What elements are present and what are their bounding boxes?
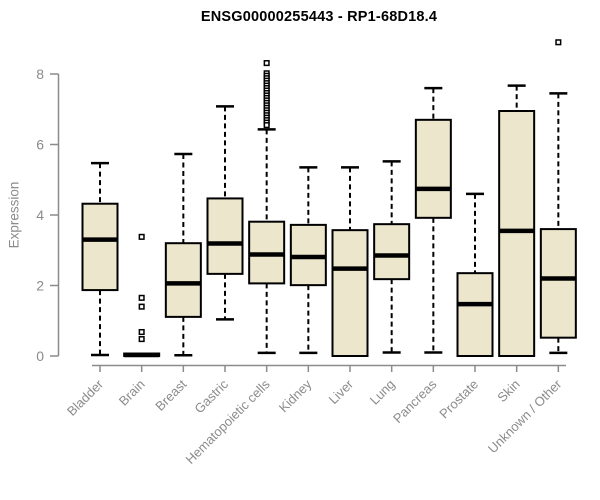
y-axis: 0 2 4 6 8 [36,66,60,364]
box-breast [164,152,202,357]
outlier-point [138,303,145,310]
outlier-point [555,39,562,46]
x-tick-label-brain: Brain [116,377,148,409]
y-axis-label: Expression [6,181,22,249]
box-prostate [456,192,494,358]
x-tick-label-breast: Breast [152,376,189,413]
y-tick-label: 4 [36,207,44,223]
x-tick-label-unknown-other: Unknown / Other [485,376,565,456]
box-unknown-other [539,39,577,355]
x-tick-label-lung: Lung [367,377,398,408]
x-tick-label-skin: Skin [494,377,522,405]
y-tick-label: 6 [36,137,44,153]
box-lung [373,160,411,354]
outlier-point [263,122,270,129]
chart-title: ENSG00000255443 - RP1-68D18.4 [200,9,438,25]
box-kidney [289,166,327,355]
box-liver [331,166,369,357]
x-tick-label-liver: Liver [326,376,357,407]
outlier-point [138,233,145,240]
y-tick-label: 8 [36,66,44,82]
x-tick-label-bladder: Bladder [64,376,107,419]
box-skin [498,84,536,357]
box-gastric [206,105,244,321]
y-tick-label: 0 [36,348,44,364]
box-hematopoietic-cells [248,60,286,355]
outlier-point [138,328,145,336]
outlier-point [138,294,145,301]
outlier-point [263,60,270,67]
x-tick-label-prostate: Prostate [436,377,481,422]
x-tick-label-gastric: Gastric [191,376,231,416]
x-tick-label-kidney: Kidney [276,376,315,415]
box-brain [123,233,161,358]
x-tick-label-pancreas: Pancreas [390,376,440,426]
box-pancreas [414,86,452,354]
box-bladder [81,161,119,357]
outlier-point [138,336,145,343]
y-tick-label: 2 [36,278,44,294]
